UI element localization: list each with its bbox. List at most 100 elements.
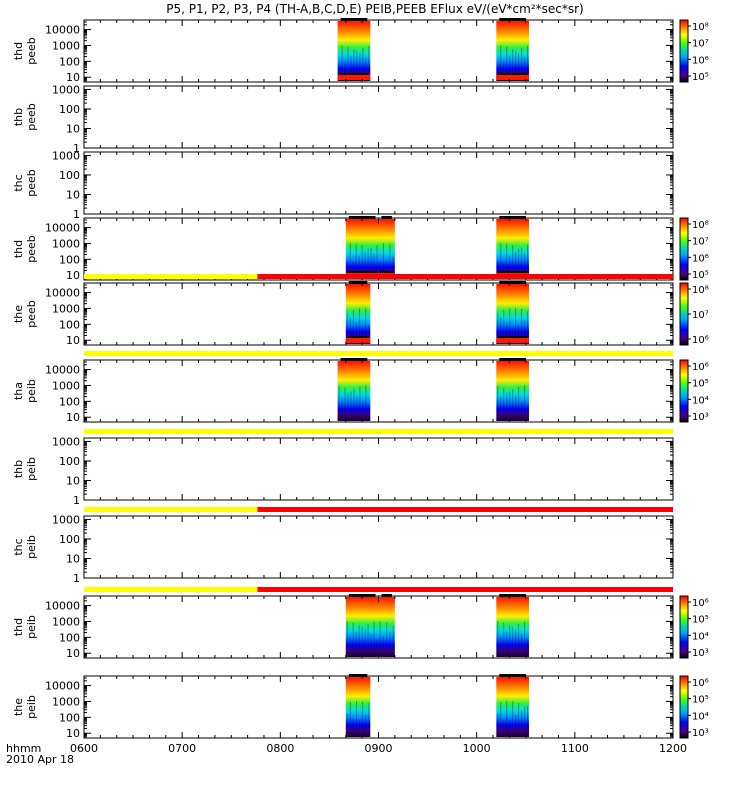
y-tick-label: 10 — [66, 552, 80, 565]
colorbar-tick-label: 10⁶ — [692, 598, 709, 609]
low-energy-band-edge — [347, 336, 369, 338]
y-tick-label: 100 — [59, 711, 80, 724]
y-tick-label: 10000 — [45, 680, 80, 693]
y-tick-label: 10000 — [45, 222, 80, 235]
plot-area — [84, 676, 673, 738]
x-axis-label: hhmm — [6, 742, 41, 755]
panel-label-probe: thc — [12, 174, 25, 191]
burst-block — [496, 358, 530, 421]
colorbar: 10⁵ 10⁶ 10⁷ 10⁸ — [679, 19, 709, 83]
burst-block — [496, 216, 530, 279]
y-tick-label: 1000 — [52, 615, 80, 628]
panel-label-probe: the — [12, 698, 25, 716]
panel-thd-peeb: 10 100 1000 10000 thd peeb 10⁵ 10⁶ 10⁷ 10⁸ — [12, 18, 709, 84]
y-tick-label: 1000 — [52, 237, 80, 250]
low-energy-band-edge — [380, 271, 393, 273]
panel-label-product: peib — [25, 615, 38, 639]
plot-area — [84, 86, 673, 148]
plot-area — [84, 438, 673, 500]
low-energy-band-edge — [498, 271, 528, 273]
panel-the-peib: 10 100 1000 10000 the peib 10³ 10⁴ 10⁵ 10⁶ — [12, 674, 709, 740]
burst-spectrum — [337, 361, 371, 421]
x-tick-label: 1000 — [463, 742, 491, 755]
colorbar-scale — [679, 217, 689, 281]
burst-spectrum — [378, 219, 395, 279]
x-tick-label: 0600 — [70, 742, 98, 755]
colorbar: 10³ 10⁴ 10⁵ 10⁶ — [679, 595, 709, 659]
colorbar-tick-label: 10⁵ — [692, 695, 709, 706]
burst-block — [345, 216, 379, 279]
burst-block — [345, 594, 379, 657]
x-tick-label: 1100 — [561, 742, 589, 755]
panel-label-product: peeb — [25, 169, 38, 197]
panel-label-probe: tha — [12, 382, 25, 400]
panel-label-product: peib — [25, 457, 38, 481]
mode-bar-segment — [84, 351, 673, 356]
chart-title: P5, P1, P2, P3, P4 (TH-A,B,C,D,E) PEIB,P… — [166, 2, 583, 16]
panel-label-probe: thd — [12, 240, 25, 258]
plot-area — [84, 152, 673, 214]
colorbar-tick-label: 10³ — [692, 728, 709, 739]
colorbar-tick-label: 10⁸ — [692, 220, 709, 231]
low-energy-band — [496, 338, 530, 343]
y-tick-label: 100 — [59, 395, 80, 408]
colorbar-scale — [679, 595, 689, 659]
x-tick-label: 0700 — [168, 742, 196, 755]
x-axis-date: 2010 Apr 18 — [6, 753, 74, 766]
panel-thb-peeb: 1 10 100 1000 thb peeb — [12, 83, 674, 155]
colorbar: 10⁵ 10⁶ 10⁷ 10⁸ — [679, 217, 709, 281]
y-tick-label: 100 — [59, 103, 80, 116]
burst-spectrum — [496, 284, 530, 344]
burst-spectrum — [496, 219, 530, 279]
panel-label-product: peeb — [25, 300, 38, 328]
plot-area — [84, 516, 673, 578]
panel-label-product: peeb — [25, 37, 38, 65]
colorbar-tick-label: 10⁴ — [692, 395, 709, 406]
panel-thc-peib: 1 10 100 1000 thc peib — [12, 507, 674, 585]
y-tick-label: 100 — [59, 631, 80, 644]
y-tick-label: 1 — [73, 494, 80, 507]
burst-block — [496, 18, 530, 81]
plot-area — [84, 283, 673, 345]
colorbar-tick-label: 10⁵ — [692, 72, 709, 83]
low-energy-band-edge — [347, 271, 377, 273]
y-tick-label: 1 — [73, 142, 80, 155]
colorbar: 10³ 10⁴ 10⁵ 10⁶ — [679, 359, 709, 423]
panel-label-probe: thb — [12, 108, 25, 126]
colorbar-scale — [679, 359, 689, 423]
y-tick-label: 1000 — [52, 149, 80, 162]
x-tick-label: 0900 — [365, 742, 393, 755]
colorbar-tick-label: 10⁷ — [692, 310, 709, 321]
panel-label-product: peib — [25, 695, 38, 719]
x-tick-label: 1200 — [659, 742, 687, 755]
y-tick-label: 1000 — [52, 39, 80, 52]
y-tick-label: 1000 — [52, 513, 80, 526]
colorbar-tick-label: 10⁶ — [692, 678, 709, 689]
y-tick-label: 10000 — [45, 364, 80, 377]
mode-bar-segment — [84, 274, 258, 279]
colorbar-tick-label: 10⁸ — [692, 22, 709, 33]
panel-the-peeb: 10 100 1000 10000 the peeb 10⁶ 10⁷ 10⁸ — [12, 274, 709, 347]
y-tick-label: 10 — [66, 188, 80, 201]
colorbar-tick-label: 10⁵ — [692, 270, 709, 281]
burst-block — [345, 281, 371, 344]
burst-spectrum — [337, 21, 371, 81]
plot-area — [84, 20, 673, 82]
low-energy-band — [496, 75, 530, 80]
burst-block — [337, 18, 371, 81]
panel-label-probe: thd — [12, 618, 25, 636]
burst-block — [378, 594, 395, 657]
colorbar-tick-label: 10⁶ — [692, 362, 709, 373]
y-tick-label: 100 — [59, 533, 80, 546]
panel-thd-peib: 10 100 1000 10000 thd peib 10³ 10⁴ 10⁵ 10⁶ — [12, 587, 709, 660]
burst-spectrum — [345, 597, 379, 657]
colorbar-tick-label: 10⁶ — [692, 335, 709, 346]
y-tick-label: 10000 — [45, 24, 80, 37]
y-tick-label: 1000 — [52, 83, 80, 96]
y-tick-label: 1000 — [52, 435, 80, 448]
y-tick-label: 100 — [59, 455, 80, 468]
y-tick-label: 10000 — [45, 600, 80, 613]
mode-bar-segment — [84, 507, 258, 512]
y-tick-label: 10 — [66, 71, 80, 84]
